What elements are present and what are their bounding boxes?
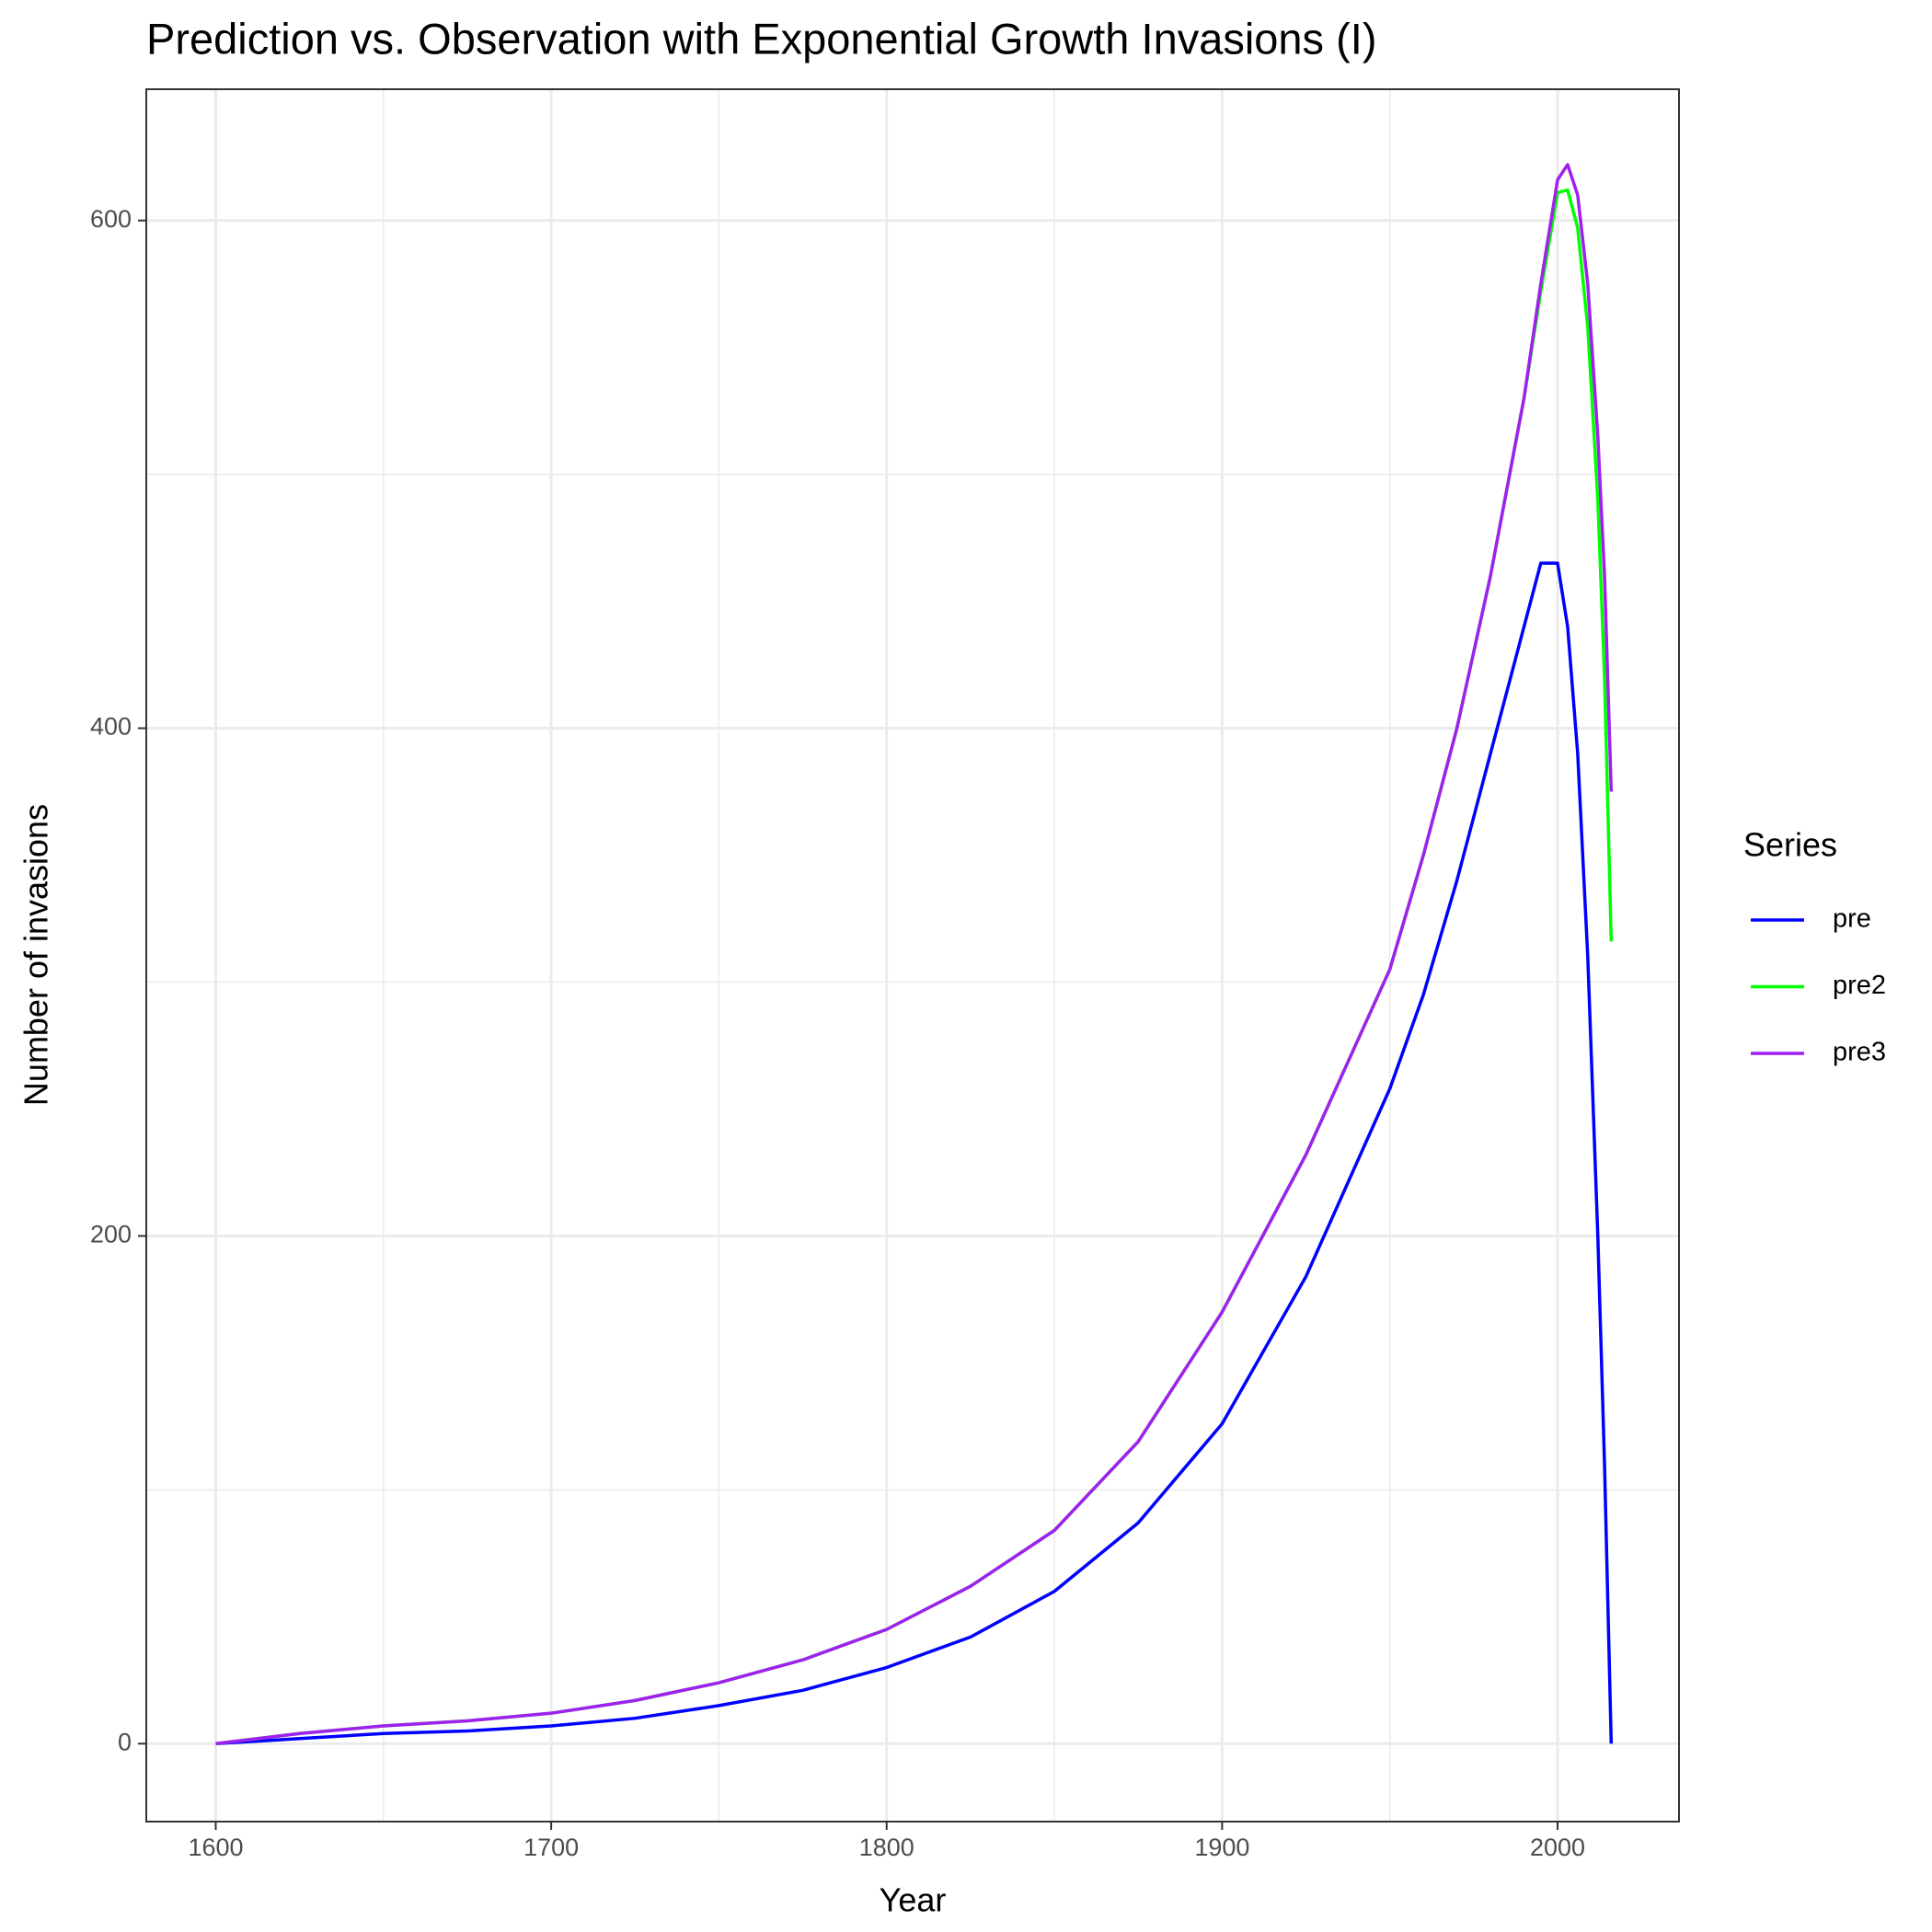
- panel-border: [145, 88, 1680, 1823]
- legend-label: pre: [1833, 904, 1871, 934]
- x-tick-label: 2000: [1530, 1834, 1585, 1861]
- x-axis-title: Year: [880, 1881, 947, 1919]
- y-tick-label: 600: [90, 205, 132, 233]
- legend-title: Series: [1743, 826, 1837, 864]
- line-series: [215, 561, 1614, 1746]
- x-tick-label: 1900: [1194, 1834, 1249, 1861]
- y-tick-label: 0: [118, 1728, 132, 1755]
- line-series: [215, 163, 1614, 1746]
- chart-title: Prediction vs. Observation with Exponent…: [146, 14, 1376, 63]
- x-tick-label: 1600: [188, 1834, 243, 1861]
- x-tick-label: 1800: [859, 1834, 914, 1861]
- legend-label: pre2: [1833, 971, 1886, 1000]
- y-tick-label: 200: [90, 1221, 132, 1248]
- legend-label: pre3: [1833, 1038, 1886, 1067]
- x-tick-label: 1700: [523, 1834, 579, 1861]
- y-axis-title: Number of invasions: [17, 804, 55, 1106]
- y-tick-label: 400: [90, 713, 132, 741]
